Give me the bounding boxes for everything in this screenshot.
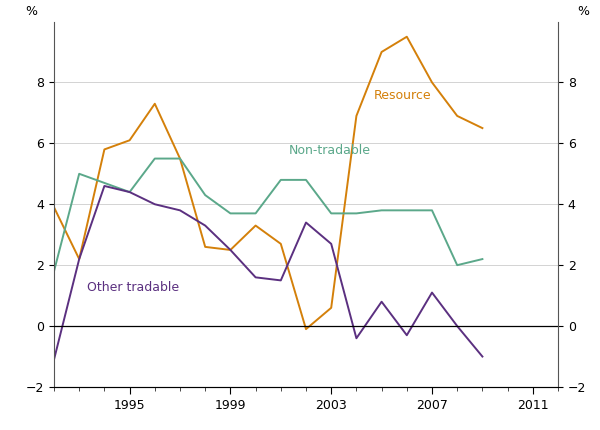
Text: Resource: Resource — [374, 89, 431, 102]
Text: Non-tradable: Non-tradable — [289, 144, 370, 157]
Text: %: % — [25, 5, 37, 18]
Text: Other tradable: Other tradable — [87, 281, 179, 294]
Text: %: % — [577, 5, 589, 18]
